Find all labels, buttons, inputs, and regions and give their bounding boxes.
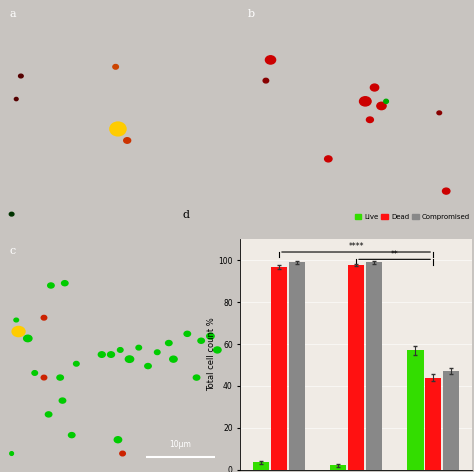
Bar (425, 378, 441, 470)
Y-axis label: Total cell count %: Total cell count % (207, 318, 216, 391)
Ellipse shape (366, 117, 374, 123)
Bar (443, 371, 459, 470)
Text: d: d (182, 210, 190, 219)
Ellipse shape (165, 340, 172, 346)
Bar (365, 262, 382, 470)
Ellipse shape (41, 375, 47, 380)
Ellipse shape (120, 451, 125, 456)
Ellipse shape (145, 363, 151, 369)
Ellipse shape (124, 138, 131, 143)
Ellipse shape (24, 335, 32, 342)
Bar (289, 262, 305, 470)
Text: b: b (247, 9, 255, 19)
Text: **: ** (391, 250, 399, 259)
Ellipse shape (46, 412, 52, 417)
Ellipse shape (62, 281, 68, 286)
Ellipse shape (170, 356, 177, 362)
Bar (348, 265, 364, 470)
Ellipse shape (32, 371, 37, 375)
Bar (330, 465, 346, 470)
Ellipse shape (193, 375, 200, 380)
Ellipse shape (384, 99, 388, 103)
Ellipse shape (377, 102, 386, 110)
Bar (407, 350, 424, 470)
Ellipse shape (10, 452, 13, 455)
Ellipse shape (265, 56, 275, 64)
Ellipse shape (136, 346, 142, 350)
Ellipse shape (443, 188, 450, 194)
Ellipse shape (14, 318, 18, 322)
Legend: Live, Dead, Compromised: Live, Dead, Compromised (354, 213, 471, 220)
Bar (271, 267, 287, 470)
Ellipse shape (184, 331, 191, 337)
Ellipse shape (359, 97, 371, 106)
Ellipse shape (108, 352, 115, 357)
Ellipse shape (98, 352, 105, 357)
Ellipse shape (437, 111, 442, 115)
Ellipse shape (110, 122, 126, 136)
Ellipse shape (198, 338, 204, 343)
Ellipse shape (370, 84, 379, 91)
Ellipse shape (41, 315, 47, 320)
Ellipse shape (114, 437, 122, 443)
Bar (253, 462, 269, 470)
Ellipse shape (18, 74, 23, 78)
Text: ****: **** (348, 243, 364, 252)
Text: c: c (9, 246, 16, 256)
Ellipse shape (9, 212, 14, 216)
Ellipse shape (14, 97, 18, 101)
Ellipse shape (207, 333, 214, 339)
Ellipse shape (48, 283, 54, 288)
Ellipse shape (118, 348, 123, 352)
Text: 10μm: 10μm (169, 440, 191, 449)
Ellipse shape (68, 432, 75, 438)
Ellipse shape (125, 356, 134, 362)
Ellipse shape (73, 362, 79, 366)
Ellipse shape (263, 78, 269, 83)
Ellipse shape (155, 350, 160, 354)
Text: a: a (9, 9, 16, 19)
Ellipse shape (214, 347, 221, 353)
Ellipse shape (57, 375, 64, 380)
Ellipse shape (12, 327, 25, 337)
Ellipse shape (113, 65, 118, 69)
Ellipse shape (325, 156, 332, 162)
Ellipse shape (59, 398, 66, 403)
